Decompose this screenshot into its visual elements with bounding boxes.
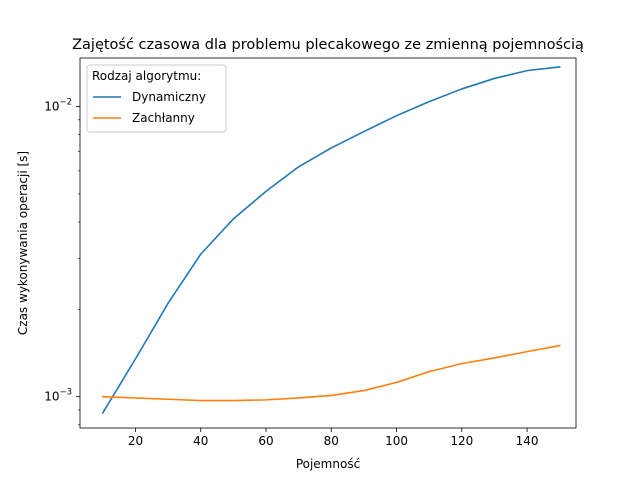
x-axis-label: Pojemność [296, 457, 360, 471]
legend-box [86, 64, 227, 133]
x-tick-label: 140 [516, 434, 539, 448]
x-tick-label: 60 [258, 434, 273, 448]
x-tick-label: 100 [385, 434, 408, 448]
legend: Rodzaj algorytmu: Dynamiczny Zachłanny [86, 64, 227, 133]
x-tick-label: 80 [324, 434, 339, 448]
legend-title: Rodzaj algorytmu: [92, 69, 201, 83]
chart-title: Zajętość czasowa dla problemu plecakoweg… [72, 37, 584, 53]
axis-layer: 20 40 60 80 100 120 140 10−3 10−2 [44, 98, 538, 448]
legend-label: Dynamiczny [132, 90, 206, 104]
y-axis-label: Czas wykonywania operacji [s] [16, 151, 30, 335]
y-tick-label: 10−3 [44, 388, 72, 404]
x-tick-label: 20 [128, 434, 143, 448]
series-line-dynamiczny [101, 65, 561, 414]
plot-frame [79, 57, 577, 429]
x-tick-label: 120 [450, 434, 473, 448]
series-line-zach-anny [102, 344, 561, 402]
legend-label: Zachłanny [132, 111, 195, 125]
series-layer [101, 65, 561, 414]
y-tick-label: 10−2 [44, 98, 72, 114]
x-tick-label: 40 [193, 434, 208, 448]
